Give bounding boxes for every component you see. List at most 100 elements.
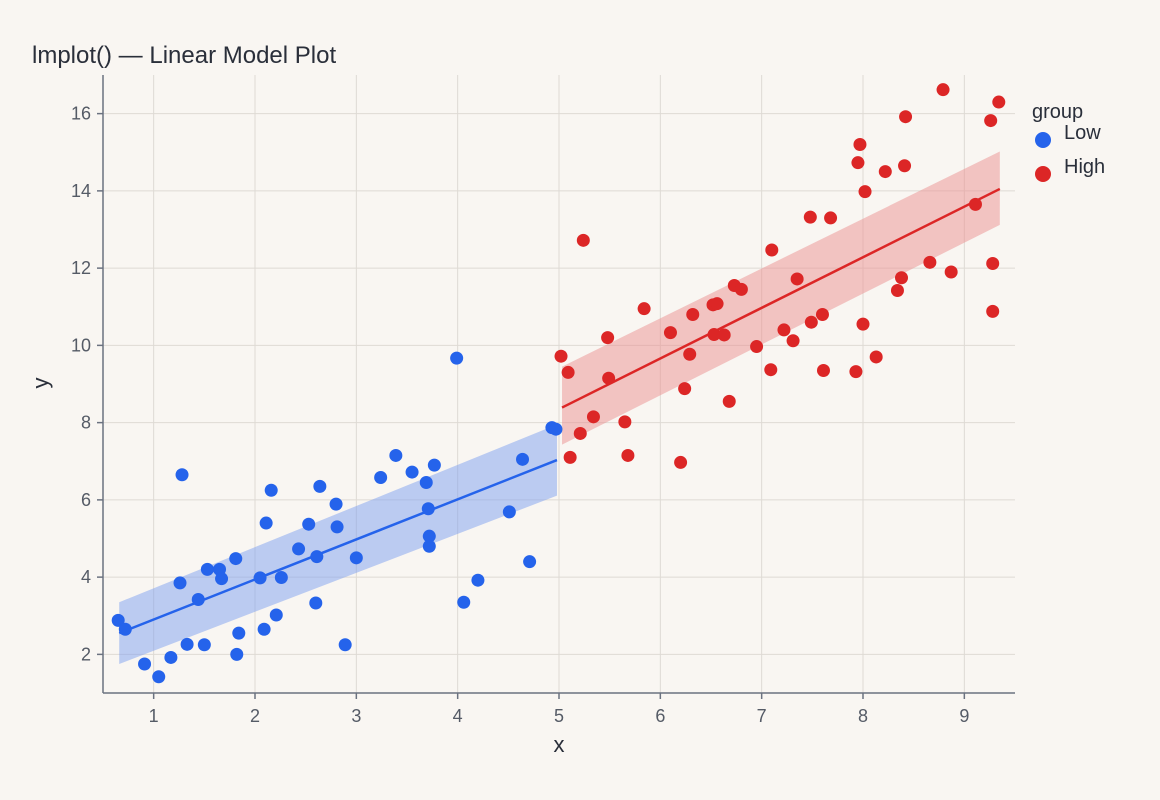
x-axis-title: x — [554, 732, 565, 757]
x-tick-label: 9 — [959, 706, 969, 726]
point-high — [765, 243, 779, 257]
y-tick-label: 10 — [71, 335, 91, 355]
point-low — [450, 351, 464, 365]
point-low — [173, 576, 187, 590]
point-low — [200, 562, 214, 576]
point-low — [164, 650, 178, 664]
y-tick-label: 2 — [81, 644, 91, 664]
point-low — [419, 475, 433, 489]
point-high — [856, 317, 870, 331]
point-low — [264, 483, 278, 497]
point-high — [683, 347, 697, 361]
point-low — [310, 550, 324, 564]
point-low — [421, 502, 435, 516]
legend-title: group — [1032, 101, 1083, 123]
x-tick-label: 4 — [453, 706, 463, 726]
point-low — [253, 571, 267, 585]
point-high — [663, 326, 677, 340]
point-high — [674, 455, 688, 469]
point-high — [777, 323, 791, 337]
point-high — [851, 156, 865, 170]
point-low — [257, 622, 271, 636]
point-high — [678, 382, 692, 396]
point-high — [923, 255, 937, 269]
point-high — [707, 328, 721, 342]
y-tick-label: 16 — [71, 104, 91, 124]
point-high — [944, 265, 958, 279]
point-low — [313, 479, 327, 493]
point-low — [197, 638, 211, 652]
point-low — [191, 593, 205, 607]
point-low — [549, 422, 563, 436]
point-high — [601, 331, 615, 345]
y-tick-label: 8 — [81, 413, 91, 433]
point-high — [804, 315, 818, 329]
data-points — [111, 83, 1006, 684]
point-low — [389, 448, 403, 462]
point-low — [232, 626, 246, 640]
point-high — [815, 307, 829, 321]
regression-lines — [118, 187, 1001, 635]
point-high — [869, 350, 883, 364]
point-low — [329, 497, 343, 511]
point-high — [895, 271, 909, 285]
point-low — [111, 613, 125, 627]
point-high — [602, 371, 616, 385]
point-high — [686, 307, 700, 321]
point-low — [180, 637, 194, 651]
point-high — [561, 365, 575, 379]
point-low — [338, 638, 352, 652]
point-high — [734, 282, 748, 296]
point-low — [175, 468, 189, 482]
point-high — [722, 394, 736, 408]
point-high — [936, 83, 950, 97]
point-low — [259, 516, 273, 530]
legend-marker-low — [1035, 132, 1051, 148]
y-axis-title: y — [28, 378, 53, 389]
y-tick-label: 14 — [71, 181, 91, 201]
point-low — [330, 520, 344, 534]
point-low — [230, 647, 244, 661]
point-low — [405, 465, 419, 479]
x-tick-label: 5 — [554, 706, 564, 726]
point-high — [563, 450, 577, 464]
point-high — [786, 334, 800, 348]
point-high — [858, 185, 872, 199]
point-low — [516, 452, 530, 466]
point-high — [968, 197, 982, 211]
legend-marker-high — [1035, 166, 1051, 182]
point-high — [573, 426, 587, 440]
point-high — [710, 297, 724, 311]
x-tick-label: 7 — [757, 706, 767, 726]
point-high — [554, 349, 568, 363]
point-high — [890, 284, 904, 298]
legend-label-low: Low — [1064, 122, 1101, 144]
point-low — [374, 470, 388, 484]
point-high — [618, 415, 632, 429]
point-low — [422, 529, 436, 543]
point-low — [269, 608, 283, 622]
point-low — [427, 458, 441, 472]
point-low — [229, 552, 243, 566]
point-high — [878, 165, 892, 179]
point-high — [586, 410, 600, 424]
point-high — [986, 256, 1000, 270]
point-high — [984, 114, 998, 128]
point-high — [637, 302, 651, 316]
point-low — [302, 517, 316, 531]
point-high — [992, 95, 1006, 109]
axes — [97, 75, 1015, 699]
confidence-bands — [119, 151, 1000, 665]
point-high — [790, 272, 804, 286]
point-low — [152, 670, 166, 684]
point-low — [138, 657, 152, 671]
point-high — [986, 304, 1000, 318]
x-tick-label: 2 — [250, 706, 260, 726]
ci-band-low — [119, 424, 557, 665]
x-tick-label: 6 — [655, 706, 665, 726]
point-low — [309, 596, 323, 610]
fit-line-high — [561, 187, 1001, 409]
legend: group Low High — [1032, 101, 1105, 182]
point-low — [502, 505, 516, 519]
